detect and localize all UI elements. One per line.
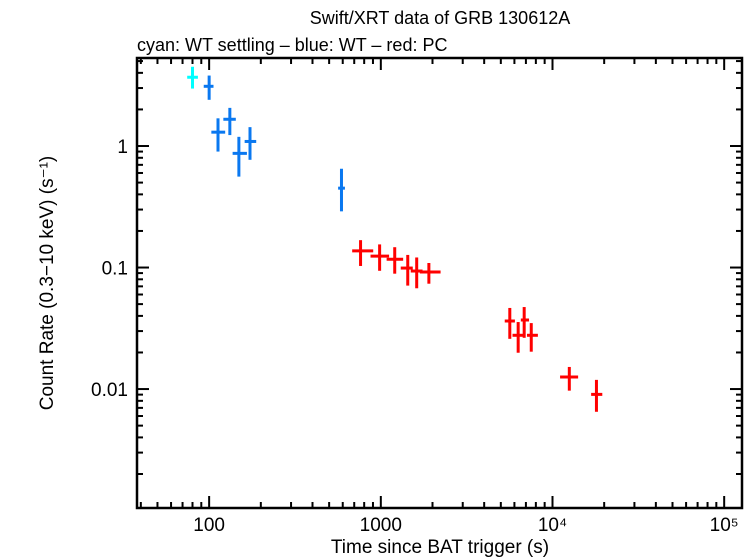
y-axis-label: Count Rate (0.3−10 keV) (s⁻¹) — [37, 156, 58, 411]
data-point-pc — [591, 379, 603, 412]
data-point-pc — [560, 366, 579, 391]
x-tick-label: 10⁴ — [538, 515, 567, 536]
chart-title: Swift/XRT data of GRB 130612A — [310, 8, 570, 28]
data-point-pc — [370, 244, 390, 271]
data-point-pc — [520, 307, 530, 338]
data-point-pc — [526, 323, 538, 352]
data-points — [187, 66, 603, 412]
data-point-wt — [203, 75, 214, 100]
chart-subtitle: cyan: WT settling – blue: WT – red: PC — [137, 35, 447, 55]
x-tick-label: 100 — [193, 515, 225, 536]
data-point-pc — [512, 322, 525, 353]
plot-frame — [135, 56, 744, 510]
data-point-pc — [504, 307, 515, 339]
data-point-pc — [386, 247, 404, 274]
data-point-wt — [244, 127, 257, 160]
axes: 100 1000 10⁴ 10⁵ 1 0.1 0.01 — [91, 58, 742, 536]
data-point-wt-settling — [187, 66, 198, 89]
data-point-pc — [352, 240, 374, 266]
y-tick-label: 1 — [117, 137, 128, 158]
x-axis-label: Time since BAT trigger (s) — [331, 537, 549, 558]
y-tick-label: 0.1 — [102, 259, 128, 280]
data-point-wt — [338, 168, 345, 212]
y-tick-label: 0.01 — [91, 380, 128, 401]
data-point-pc — [419, 262, 441, 284]
x-tick-label: 10⁵ — [710, 515, 739, 536]
data-point-wt — [211, 118, 226, 152]
data-point-wt — [223, 107, 236, 136]
data-point-pc — [400, 254, 413, 286]
data-point-wt — [232, 136, 247, 177]
x-tick-label: 1000 — [360, 515, 402, 536]
